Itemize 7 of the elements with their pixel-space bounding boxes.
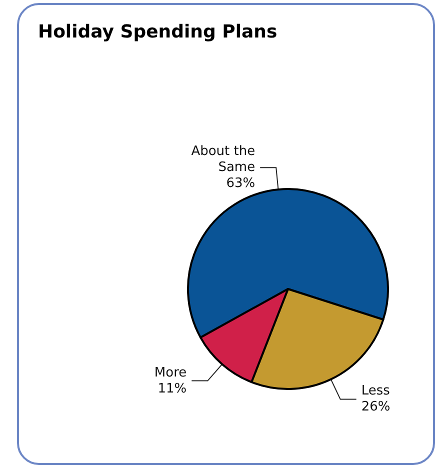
slice-label: About the Same [191,144,256,176]
slice-label: Less [361,384,390,399]
data-label: 11% [158,381,187,396]
chart-title: Holiday Spending Plans [38,22,278,42]
data-label: 26% [361,400,390,415]
slice-label: More [154,365,187,380]
data-label: 63% [226,176,256,192]
